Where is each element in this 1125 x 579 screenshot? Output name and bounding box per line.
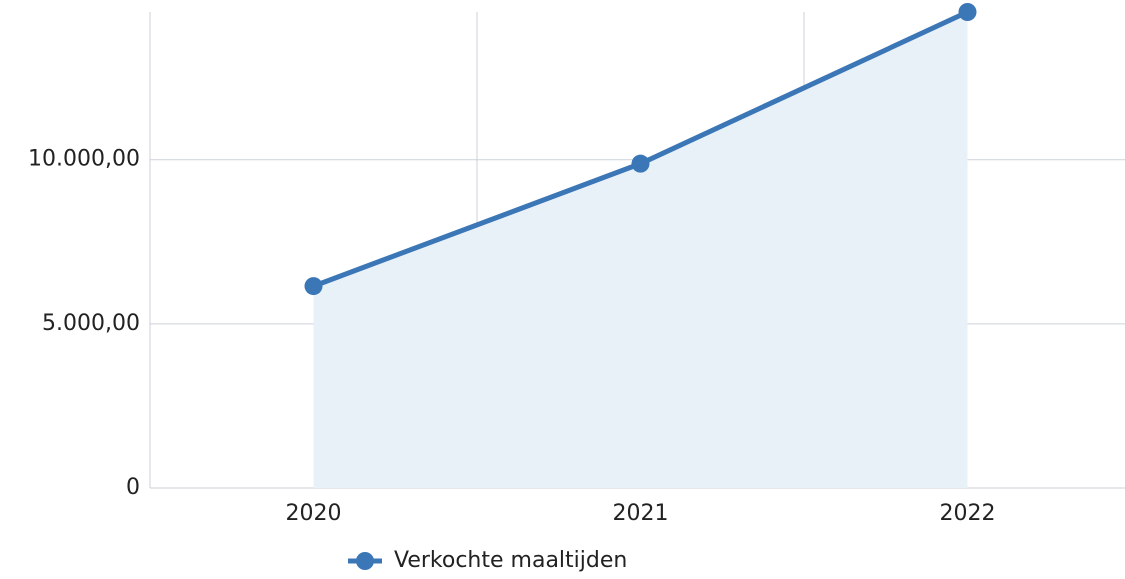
x-tick-label: 2020 (286, 501, 342, 526)
point (958, 3, 977, 21)
x-tick-label: 2021 (613, 501, 669, 526)
point (631, 154, 650, 173)
y-tick-label: 10.000,00 (28, 147, 140, 172)
x-tick-label: 2022 (940, 501, 996, 526)
y-tick-label: 0 (126, 475, 140, 500)
point (304, 277, 323, 296)
y-tick-label: 5.000,00 (42, 311, 140, 336)
legend-label: Verkochte maaltijden (394, 548, 627, 573)
area (313, 12, 968, 488)
legend-marker (356, 552, 374, 570)
